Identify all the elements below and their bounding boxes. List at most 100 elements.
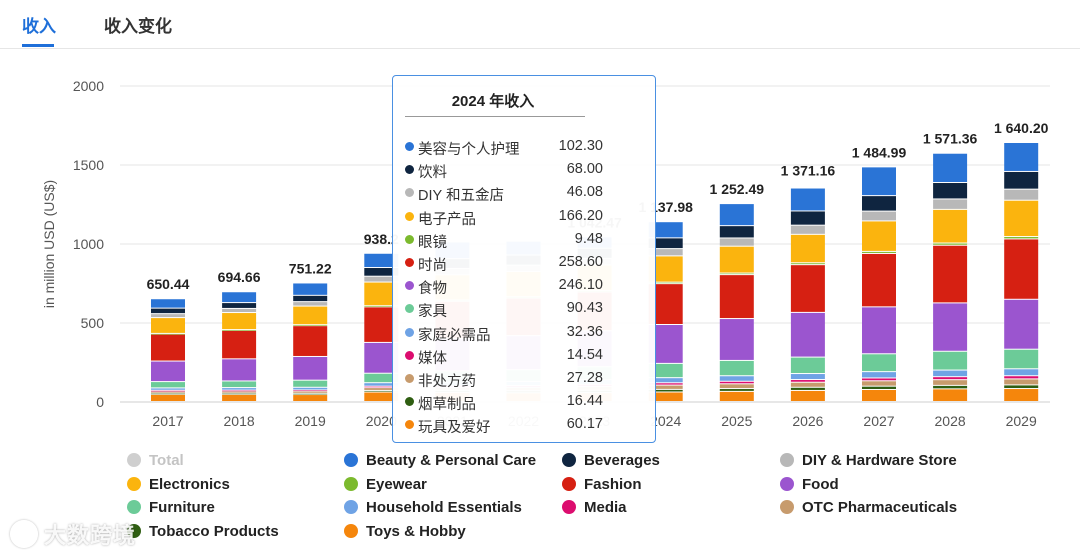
bar-segment	[719, 384, 754, 389]
legend-dot-icon	[127, 453, 141, 467]
legend-item[interactable]: Furniture	[127, 499, 215, 516]
bar-segment	[790, 188, 825, 211]
bar-segment	[151, 333, 185, 335]
tab-revenue[interactable]: 收入	[22, 17, 56, 36]
tooltip-series-value: 14.54	[566, 346, 603, 363]
bar-segment	[648, 383, 683, 385]
bar-segment	[364, 253, 399, 268]
legend-item[interactable]: Total	[127, 452, 184, 469]
legend-label: Tobacco Products	[149, 522, 279, 540]
legend-item[interactable]: Beverages	[562, 452, 660, 469]
bar-segment	[1004, 389, 1039, 401]
legend-item[interactable]: Food	[780, 476, 839, 493]
bar-segment	[293, 302, 328, 306]
legend-item[interactable]: Media	[562, 499, 627, 516]
tab-revenue-change[interactable]: 收入变化	[104, 17, 172, 36]
bar-segment	[1004, 385, 1039, 389]
tooltip-row: 美容与个人护理 102.30	[405, 136, 645, 159]
tooltip-series-value: 102.30	[558, 138, 603, 154]
bar-segment	[648, 378, 683, 383]
legend-item[interactable]: Eyewear	[344, 476, 427, 493]
bar-segment	[648, 238, 683, 249]
bar-segment	[933, 389, 968, 401]
bar-segment	[222, 330, 257, 331]
bar-segment	[222, 391, 257, 393]
series-dot-icon	[405, 258, 414, 267]
tooltip-series-value: 60.17	[566, 416, 603, 433]
bar-segment	[719, 246, 754, 273]
bar-segment	[364, 373, 399, 383]
bar-segment	[933, 183, 968, 199]
bar-segment	[1004, 189, 1039, 200]
legend-dot-icon	[127, 476, 141, 491]
legend-item[interactable]: Tobacco Products	[127, 523, 279, 540]
legend-item[interactable]: Household Essentials	[344, 499, 522, 516]
bar-segment	[293, 391, 328, 393]
series-dot-icon	[405, 142, 414, 151]
tooltip-series-name: 媒体	[418, 350, 447, 367]
legend-item[interactable]: OTC Pharmaceuticals	[780, 499, 957, 516]
tooltip-title: 2024 年收入	[451, 93, 535, 110]
y-tick-label: 1000	[73, 236, 104, 252]
bar-segment	[151, 382, 185, 388]
tooltip-series-name: 玩具及爱好	[418, 420, 491, 437]
bar-segment	[862, 307, 896, 354]
tooltip-row: 眼镜 9.48	[405, 229, 645, 252]
legend-dot-icon	[344, 523, 358, 538]
legend-item[interactable]: Toys & Hobby	[344, 523, 466, 540]
bar-segment	[862, 167, 896, 196]
bar-segment	[293, 326, 328, 356]
bar-segment	[293, 325, 328, 326]
legend-item[interactable]: Electronics	[127, 476, 230, 493]
tooltip-row: 电子产品 166.20	[405, 206, 645, 229]
legend-dot-icon	[780, 500, 794, 514]
bar-segment	[1004, 369, 1039, 376]
bar-segment	[151, 314, 185, 318]
tooltip-row: 家具 90.43	[405, 298, 645, 321]
bar-segment	[151, 393, 185, 395]
bar-segment	[151, 388, 185, 390]
legend-label: Toys & Hobby	[366, 522, 466, 540]
tooltip-series-value: 166.20	[558, 207, 603, 224]
bar-segment	[364, 276, 399, 282]
bar-segment	[648, 389, 683, 392]
bar-segment	[151, 308, 185, 314]
bar-segment	[648, 363, 683, 378]
bar-segment	[648, 282, 683, 284]
bar-segment	[293, 387, 328, 390]
bar-segment	[648, 249, 683, 256]
bar-segment	[719, 275, 754, 319]
bar-segment	[790, 234, 825, 263]
x-tick-label: 2019	[295, 413, 326, 429]
legend-label: Food	[802, 475, 839, 493]
x-tick-label: 2027	[863, 413, 894, 429]
tooltip-series-name: 非处方药	[418, 374, 476, 390]
total-data-label: 1 484.99	[852, 144, 907, 160]
legend-item[interactable]: Beauty & Personal Care	[344, 452, 536, 469]
bar-segment	[933, 199, 968, 209]
legend-item[interactable]: Fashion	[562, 476, 642, 493]
bar-segment	[293, 356, 328, 380]
bar-segment	[1004, 379, 1039, 385]
tooltip-series-value: 16.44	[566, 393, 603, 410]
total-data-label: 1 640.20	[994, 120, 1049, 136]
legend-item[interactable]: DIY & Hardware Store	[780, 452, 957, 469]
bar-segment	[862, 211, 896, 221]
bar-segment	[719, 319, 754, 360]
bar-segment	[719, 226, 754, 238]
bar-segment	[862, 354, 896, 372]
bar-segment	[1004, 376, 1039, 379]
series-dot-icon	[405, 304, 414, 314]
bar-segment	[719, 391, 754, 401]
tooltip-row: 饮料 68.00	[405, 159, 645, 182]
tooltip-row: DIY 和五金店 46.08	[405, 182, 645, 205]
total-data-label: 694.66	[218, 269, 261, 285]
bar-segment	[862, 251, 896, 253]
legend-dot-icon	[562, 453, 576, 467]
bar-segment	[293, 283, 328, 295]
bar-segment	[862, 221, 896, 251]
bar-segment	[790, 387, 825, 390]
legend-label: Media	[584, 499, 627, 516]
watermark-logo-icon	[10, 520, 38, 548]
bar-segment	[790, 312, 825, 357]
